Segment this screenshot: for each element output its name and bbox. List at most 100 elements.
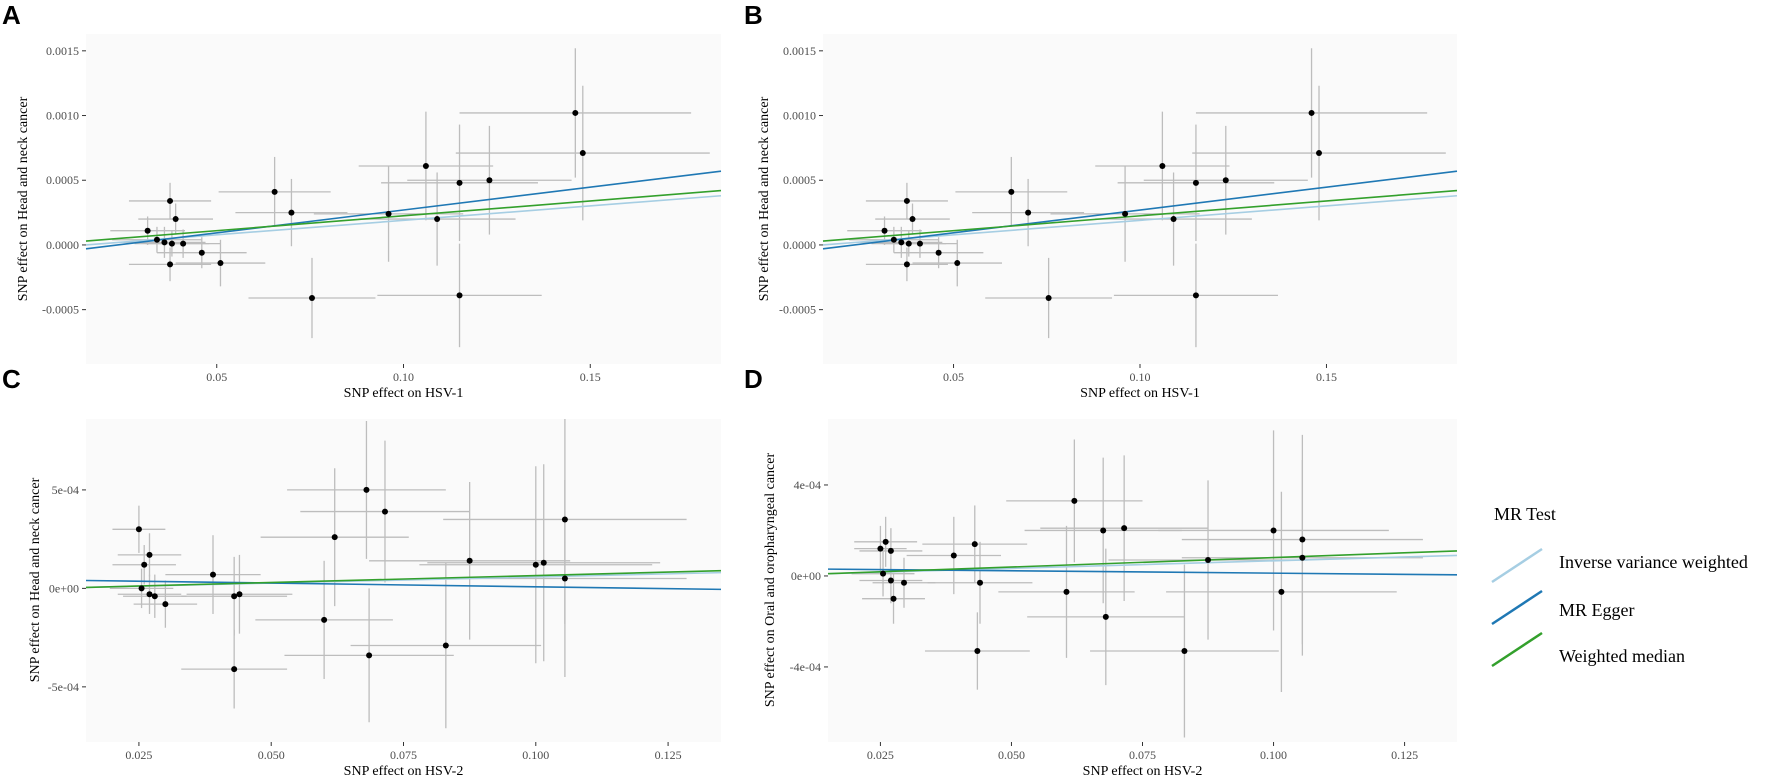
data-point bbox=[1192, 179, 1199, 186]
y-tick-label: 0.0015 bbox=[783, 44, 816, 58]
data-points bbox=[881, 109, 1323, 301]
data-point bbox=[1071, 497, 1078, 504]
data-point bbox=[977, 579, 984, 586]
data-point bbox=[442, 642, 449, 649]
data-point bbox=[532, 561, 539, 568]
y-axis-title: SNP effect on Head and neck cancer bbox=[16, 96, 31, 301]
data-point bbox=[231, 666, 238, 673]
data-point bbox=[198, 249, 205, 256]
data-point bbox=[916, 240, 923, 247]
data-point bbox=[1102, 613, 1109, 620]
data-point bbox=[974, 648, 981, 655]
fit-line-weighted-median bbox=[85, 189, 722, 242]
legend-key-weighted-median bbox=[1491, 631, 1543, 668]
data-point bbox=[901, 579, 908, 586]
data-point bbox=[271, 188, 278, 195]
plot-background bbox=[86, 34, 721, 364]
x-tick-label: 0.075 bbox=[1129, 748, 1156, 762]
fit-line-mr-egger bbox=[85, 170, 722, 250]
data-point bbox=[363, 486, 370, 493]
panel-letter-d: D bbox=[744, 364, 763, 394]
fit-line-weighted-median bbox=[85, 569, 722, 589]
x-tick-label: 0.10 bbox=[1130, 370, 1151, 384]
legend-label-weighted-median: Weighted median bbox=[1559, 646, 1685, 666]
legend-title: MR Test bbox=[1494, 504, 1556, 524]
data-point bbox=[1181, 648, 1188, 655]
legend-key-mr-egger bbox=[1491, 589, 1543, 626]
y-tick-label: -0.0005 bbox=[779, 303, 816, 317]
data-point bbox=[1121, 525, 1128, 532]
x-tick-label: 0.05 bbox=[943, 370, 964, 384]
data-point bbox=[1063, 588, 1070, 595]
data-point bbox=[180, 240, 187, 247]
legend-label-mr-egger: MR Egger bbox=[1559, 600, 1635, 620]
data-point bbox=[138, 585, 145, 592]
data-point bbox=[168, 240, 175, 247]
data-point bbox=[890, 236, 897, 243]
data-point bbox=[1205, 557, 1212, 564]
plot-background bbox=[823, 34, 1457, 364]
data-point bbox=[153, 236, 160, 243]
y-tick-label: 4e-04 bbox=[794, 478, 821, 492]
legend: MR Test Inverse variance weighted MR Egg… bbox=[1491, 504, 1748, 668]
axis-ticks: 0.05 0.10 0.15 -0.0005 0.0000 0.0005 0.0010 0.0… bbox=[779, 44, 1337, 384]
y-axis-title: SNP effect on Head and neck cancer bbox=[28, 477, 43, 682]
data-point bbox=[422, 163, 429, 169]
data-point bbox=[381, 508, 388, 515]
data-point bbox=[1170, 216, 1177, 223]
x-tick-label: 0.15 bbox=[1316, 370, 1337, 384]
y-tick-label: -5e-04 bbox=[48, 680, 79, 694]
x-tick-label: 0.050 bbox=[998, 748, 1025, 762]
data-point bbox=[167, 261, 174, 268]
data-point bbox=[1299, 536, 1306, 543]
data-points bbox=[144, 109, 586, 301]
x-tick-label: 0.10 bbox=[393, 370, 414, 384]
data-point bbox=[466, 557, 473, 564]
x-axis-title: SNP effect on HSV-2 bbox=[344, 764, 464, 779]
data-point bbox=[331, 534, 338, 541]
data-point bbox=[1299, 554, 1306, 561]
data-point bbox=[887, 547, 894, 554]
y-tick-label: 0.0000 bbox=[46, 238, 79, 252]
data-point bbox=[141, 561, 148, 568]
legend-item-ivw: Inverse variance weighted bbox=[1491, 547, 1748, 584]
data-point bbox=[288, 209, 295, 216]
data-point bbox=[366, 652, 373, 659]
axis-ticks: 0.05 0.10 0.15 -0.0005 0.0000 0.0005 0.0010 0.0… bbox=[42, 44, 601, 384]
data-point bbox=[882, 538, 889, 545]
panel-letter-b: B bbox=[744, 0, 763, 30]
data-point bbox=[1316, 150, 1323, 157]
x-tick-label: 0.075 bbox=[390, 748, 417, 762]
data-point bbox=[308, 295, 315, 301]
data-point bbox=[151, 593, 158, 600]
x-tick-label: 0.05 bbox=[206, 370, 227, 384]
x-tick-label: 0.025 bbox=[867, 748, 894, 762]
x-tick-label: 0.100 bbox=[522, 748, 549, 762]
data-point bbox=[146, 551, 153, 558]
y-tick-label: -4e-04 bbox=[790, 660, 821, 674]
panel-letter-c: C bbox=[2, 364, 21, 394]
data-point bbox=[144, 227, 151, 234]
y-tick-label: 0e+00 bbox=[49, 581, 79, 595]
data-point bbox=[540, 559, 547, 566]
data-point bbox=[898, 239, 905, 246]
plot-background bbox=[828, 419, 1457, 742]
y-tick-label: 0.0005 bbox=[783, 173, 816, 187]
data-point bbox=[146, 591, 153, 598]
y-tick-label: 0.0005 bbox=[46, 173, 79, 187]
data-point bbox=[1192, 292, 1199, 299]
fit-line-mr-egger bbox=[822, 170, 1458, 250]
regression-lines bbox=[85, 170, 722, 250]
regression-lines bbox=[827, 550, 1458, 576]
data-point bbox=[172, 216, 179, 223]
data-point bbox=[217, 260, 224, 267]
data-point bbox=[877, 545, 884, 552]
legend-key-ivw bbox=[1491, 547, 1543, 584]
y-tick-label: 0.0015 bbox=[46, 44, 79, 58]
x-tick-label: 0.050 bbox=[258, 748, 285, 762]
data-point bbox=[1270, 527, 1277, 534]
axis-ticks: 0.025 0.050 0.075 0.100 0.125 -4e-04 0e+00 4e-0… bbox=[790, 478, 1418, 762]
data-point bbox=[161, 239, 168, 246]
x-axis-title: SNP effect on HSV-1 bbox=[344, 386, 464, 401]
y-tick-label: 0e+00 bbox=[791, 569, 821, 583]
